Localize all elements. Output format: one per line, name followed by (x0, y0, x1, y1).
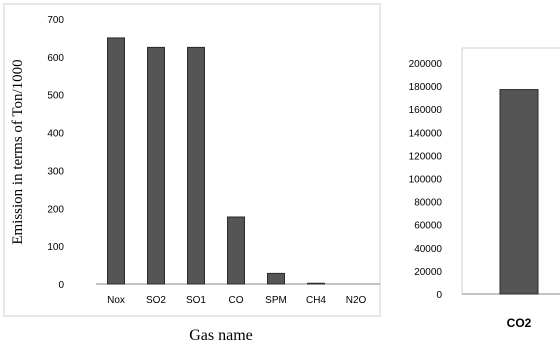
y-tick-label: 0 (58, 280, 64, 291)
category-label: SO1 (186, 295, 206, 306)
bar-so1 (187, 46, 205, 285)
y-tick-label: 100 (47, 242, 64, 253)
bar-co2 (499, 89, 539, 295)
gas-emission-chart: Emission in terms of Ton/1000 Gas name 0… (3, 3, 381, 344)
category-label: Nox (107, 295, 125, 306)
bar-ch4 (307, 282, 325, 285)
y-tick-label: 120000 (409, 151, 443, 162)
y-tick-label: 400 (47, 129, 64, 140)
bar-spm (267, 272, 285, 285)
category-label: CH4 (306, 295, 326, 306)
y-tick-label: 160000 (409, 105, 443, 116)
y-tick-labels-right: 0 20000 40000 60000 80000 100000 120000 140000 1… (409, 59, 443, 301)
co2-emission-chart: 0 20000 40000 60000 80000 100000 120000 140000 1… (409, 47, 560, 330)
y-tick-label: 0 (436, 290, 442, 301)
y-tick-label: 80000 (414, 198, 442, 209)
bar-co (227, 216, 245, 285)
plot-frame-left (3, 3, 381, 317)
y-tick-label: 200000 (409, 59, 443, 70)
y-tick-label: 600 (47, 53, 64, 64)
bars-left (107, 37, 325, 285)
y-tick-labels-left: 0 100 200 300 400 500 600 700 (47, 15, 64, 291)
category-labels-left: Nox SO2 SO1 CO SPM CH4 N2O (107, 295, 366, 306)
y-tick-label: 200 (47, 204, 64, 215)
y-tick-label: 140000 (409, 128, 443, 139)
category-label: CO2 (507, 316, 532, 330)
y-tick-label: 100000 (409, 175, 443, 186)
category-label: SO2 (146, 295, 166, 306)
category-labels-right: CO2 (507, 316, 532, 330)
y-tick-label: 60000 (414, 221, 442, 232)
y-tick-label: 40000 (414, 244, 442, 255)
category-label: N2O (346, 295, 367, 306)
y-tick-label: 300 (47, 166, 64, 177)
y-tick-label: 500 (47, 91, 64, 102)
y-tick-label: 180000 (409, 82, 443, 93)
bar-nox (107, 37, 125, 285)
category-label: SPM (265, 295, 287, 306)
category-label: CO (229, 295, 244, 306)
bars-right (499, 89, 539, 295)
y-axis-title: Emission in terms of Ton/1000 (10, 59, 26, 244)
y-tick-label: 700 (47, 15, 64, 26)
y-tick-label: 20000 (414, 267, 442, 278)
x-axis-title: Gas name (189, 327, 253, 344)
bar-so2 (147, 46, 165, 285)
